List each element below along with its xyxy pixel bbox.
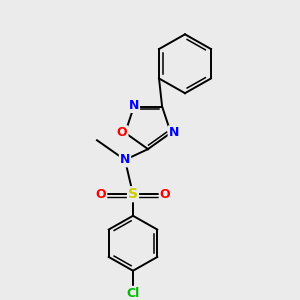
Text: N: N	[129, 99, 139, 112]
Text: O: O	[160, 188, 170, 201]
Text: N: N	[120, 153, 130, 167]
Text: Cl: Cl	[126, 287, 140, 300]
Text: O: O	[117, 126, 128, 139]
Text: O: O	[96, 188, 106, 201]
Text: N: N	[169, 126, 179, 139]
Text: S: S	[128, 187, 138, 201]
